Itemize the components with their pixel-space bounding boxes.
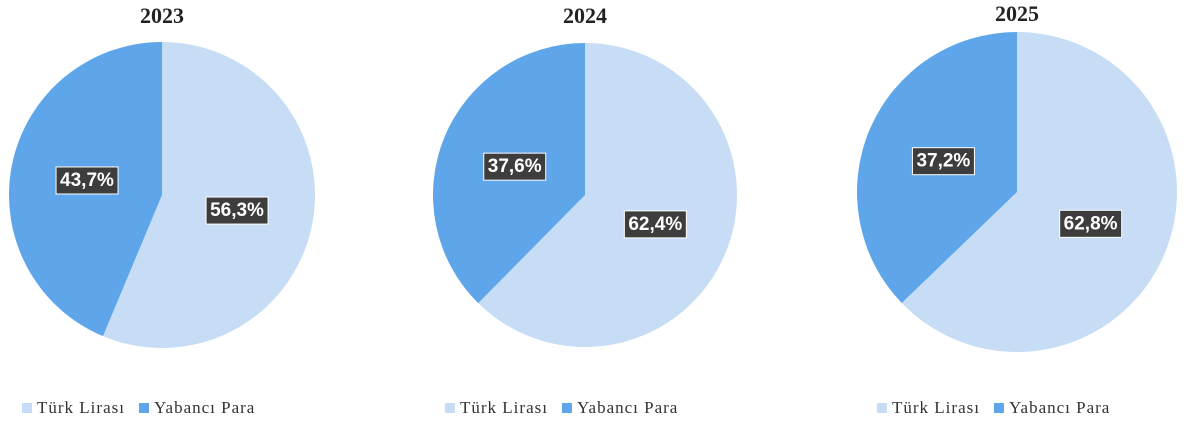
legend-swatch [877,403,887,413]
legend-label: Türk Lirası [460,398,548,417]
legend-label: Yabancı Para [154,398,255,417]
pie-slice [103,42,316,348]
value-label: 56,3% [210,200,264,221]
legend-label: Türk Lirası [892,398,980,417]
legend-swatch [445,403,455,413]
value-label: 62,4% [628,214,682,235]
legend-swatch [993,403,1004,413]
value-label-box [205,196,269,225]
legend-swatch [138,403,149,413]
chart-title: 2024 [563,3,607,28]
legend-label: Yabancı Para [577,398,678,417]
legend-label: Yabancı Para [1009,398,1110,417]
value-label: 43,7% [60,170,114,191]
value-label: 37,2% [916,151,970,172]
chart-title: 2023 [140,3,184,28]
value-label: 62,8% [1064,213,1118,234]
value-label: 37,6% [488,156,542,177]
value-label-box [1059,209,1123,238]
legend-swatch [22,403,32,413]
chart-title: 2025 [995,1,1039,26]
legend-swatch [561,403,572,413]
legend-label: Türk Lirası [37,398,125,417]
pie-slice [901,32,1177,353]
pie-slice [478,43,737,348]
value-label-box [911,147,975,176]
value-label-box [483,152,547,181]
value-label-box [55,166,119,195]
value-label-box [623,210,687,239]
